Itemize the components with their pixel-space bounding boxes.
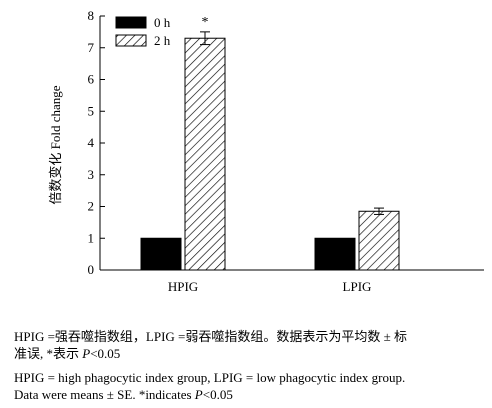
chart-legend: 0 h2 h <box>115 15 171 48</box>
caption-zh-text: 准误, *表示 <box>14 346 83 361</box>
bar-lpig-0h <box>314 237 356 271</box>
caption-english: HPIG = high phagocytic index group, LPIG… <box>14 369 486 403</box>
y-tick-label: 4 <box>88 135 95 150</box>
y-axis-label: 倍数变化 Fold change <box>48 85 63 204</box>
caption-zh-line-2: 准误, *表示 P<0.05 <box>14 345 486 362</box>
y-tick-label: 8 <box>88 8 95 23</box>
y-tick-label: 2 <box>88 199 95 214</box>
bar-hpig-0h <box>140 237 182 271</box>
y-tick-label: 6 <box>88 72 95 87</box>
caption-en-line-2: Data were means ± SE. *indicates P<0.05 <box>14 386 486 403</box>
caption-zh-line-1: HPIG =强吞噬指数组，LPIG =弱吞噬指数组。数据表示为平均数 ± 标 <box>14 329 408 344</box>
caption-zh-threshold: <0.05 <box>90 346 121 361</box>
legend-label-0h: 0 h <box>154 15 171 30</box>
caption-en-text: Data were means ± SE. *indicates <box>14 387 195 402</box>
y-tick-label: 5 <box>88 103 95 118</box>
legend-swatch-2h <box>115 34 147 47</box>
x-tick-label-hpig: HPIG <box>168 279 198 294</box>
y-tick-label: 7 <box>88 40 95 55</box>
caption-chinese: HPIG =强吞噬指数组，LPIG =弱吞噬指数组。数据表示为平均数 ± 标 准… <box>14 328 486 362</box>
bar-hpig-2h <box>184 37 226 271</box>
caption-zh-p: P <box>82 346 91 361</box>
caption-en-threshold: <0.05 <box>202 387 233 402</box>
caption-en-line-1: HPIG = high phagocytic index group, LPIG… <box>14 370 406 385</box>
y-tick-label: 0 <box>88 262 95 277</box>
bar-lpig-2h <box>358 210 400 271</box>
caption-en-p: P <box>194 387 203 402</box>
legend-label-2h: 2 h <box>154 33 171 48</box>
legend-swatch-0h <box>115 16 147 29</box>
chart-bars: * <box>140 15 400 271</box>
y-tick-label: 1 <box>88 230 95 245</box>
significance-marker: * <box>202 15 209 30</box>
y-tick-label: 3 <box>88 167 95 182</box>
x-tick-label-lpig: LPIG <box>343 279 372 294</box>
